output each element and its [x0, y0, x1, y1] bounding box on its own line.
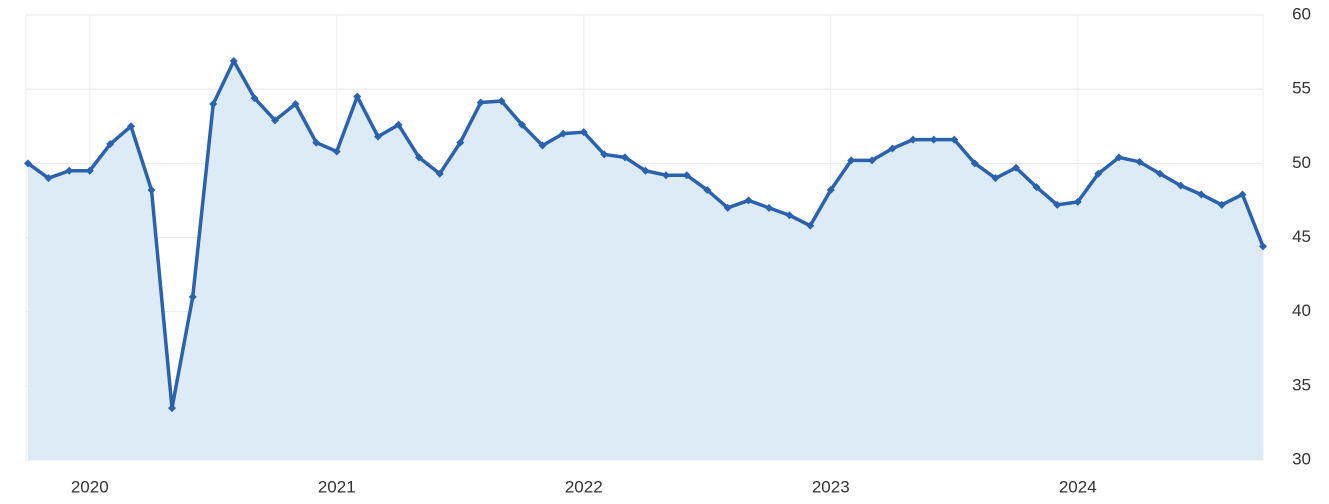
marker — [929, 135, 938, 144]
marker — [641, 166, 650, 175]
marker — [168, 404, 177, 413]
x-tick-label: 2022 — [565, 477, 603, 496]
marker — [312, 138, 321, 147]
y-tick-label: 55 — [1292, 79, 1311, 98]
marker — [147, 186, 156, 195]
marker — [332, 147, 341, 156]
marker — [1259, 242, 1267, 251]
marker — [126, 122, 135, 131]
y-tick-label: 45 — [1292, 227, 1311, 246]
marker — [538, 141, 547, 150]
x-tick-label: 2021 — [318, 477, 356, 496]
marker — [373, 132, 382, 141]
marker — [1135, 157, 1144, 166]
marker — [229, 56, 238, 65]
marker — [888, 144, 897, 153]
marker — [559, 129, 568, 138]
marker — [85, 166, 94, 175]
y-tick-label: 60 — [1292, 4, 1311, 23]
marker — [1073, 197, 1082, 206]
x-tick-label: 2020 — [71, 477, 109, 496]
marker — [497, 97, 506, 106]
marker — [785, 211, 794, 220]
marker — [291, 100, 300, 108]
marker — [250, 94, 259, 103]
marker — [806, 221, 815, 230]
marker — [353, 92, 362, 101]
marker — [456, 138, 465, 147]
marker — [703, 186, 712, 195]
marker — [579, 128, 588, 137]
marker — [24, 159, 32, 168]
marker — [909, 135, 918, 144]
marker — [991, 174, 1000, 183]
marker — [867, 156, 876, 165]
marker — [415, 153, 424, 162]
marker — [1197, 190, 1206, 199]
y-tick-label: 35 — [1292, 375, 1311, 394]
x-tick-label: 2024 — [1059, 477, 1097, 496]
marker — [662, 171, 671, 180]
x-tick-label: 2023 — [812, 477, 850, 496]
marker — [518, 120, 526, 129]
marker — [106, 140, 115, 149]
marker — [209, 100, 218, 108]
marker — [1094, 169, 1103, 178]
y-tick-label: 50 — [1292, 153, 1311, 172]
marker — [1114, 153, 1123, 162]
marker — [1032, 183, 1041, 192]
marker — [1176, 181, 1185, 190]
marker — [1053, 200, 1062, 209]
marker — [620, 153, 629, 162]
marker — [682, 171, 691, 180]
marker — [188, 292, 197, 301]
marker — [600, 150, 609, 159]
y-tick-label: 30 — [1292, 449, 1311, 468]
y-tick-label: 40 — [1292, 301, 1311, 320]
marker — [44, 174, 53, 183]
marker — [744, 196, 753, 205]
marker — [435, 169, 444, 178]
marker — [1217, 200, 1226, 209]
marker — [476, 98, 485, 107]
marker — [65, 166, 74, 175]
marker — [847, 156, 856, 165]
marker — [765, 203, 773, 212]
marker — [826, 186, 835, 195]
marker — [394, 120, 403, 129]
area — [28, 60, 1263, 460]
marker — [1012, 163, 1020, 172]
marker — [970, 159, 979, 168]
marker — [723, 203, 732, 212]
marker — [1156, 169, 1165, 178]
marker — [1238, 190, 1247, 199]
marker — [950, 135, 959, 144]
marker — [271, 116, 279, 125]
